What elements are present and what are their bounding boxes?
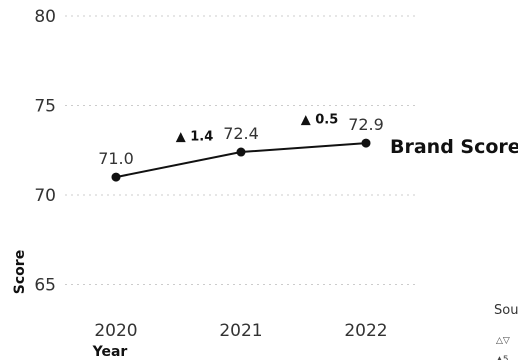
data-point-2021: [236, 147, 246, 157]
x-tick-2022: 2022: [344, 321, 387, 341]
y-tick-65: 65: [34, 276, 56, 296]
series-group: [111, 138, 371, 182]
x-tick-2020: 2020: [94, 321, 137, 341]
data-point-2020: [111, 172, 121, 182]
x-axis-title: Year: [92, 344, 128, 360]
x-tick-2021: 2021: [219, 321, 262, 341]
series-label-brand-score: Brand Score: [390, 136, 518, 158]
y-axis-title: Score: [12, 250, 28, 294]
source-note-fragment: Sou: [494, 303, 518, 318]
delta-label-0: ▲ 1.4: [176, 130, 214, 145]
y-tick-75: 75: [34, 97, 56, 117]
data-labels-group: 71.0 72.4 72.9: [98, 115, 384, 168]
gridlines: [65, 15, 415, 285]
legend-glyphs-fragment: △▽: [496, 336, 510, 346]
data-label-2022: 72.9: [348, 115, 384, 134]
data-label-2020: 71.0: [98, 149, 134, 168]
y-tick-70: 70: [34, 186, 56, 206]
delta-label-1: ▲ 0.5: [301, 113, 339, 128]
cut-text-fragment: ▲5: [496, 355, 509, 360]
data-point-2022: [361, 138, 371, 148]
data-label-2021: 72.4: [223, 124, 259, 143]
y-tick-80: 80: [34, 7, 56, 27]
delta-labels-group: ▲ 1.4 ▲ 0.5: [176, 113, 339, 145]
x-tick-labels: 2020 2021 2022: [94, 321, 387, 341]
y-tick-labels: 65 70 75 80: [34, 7, 56, 296]
